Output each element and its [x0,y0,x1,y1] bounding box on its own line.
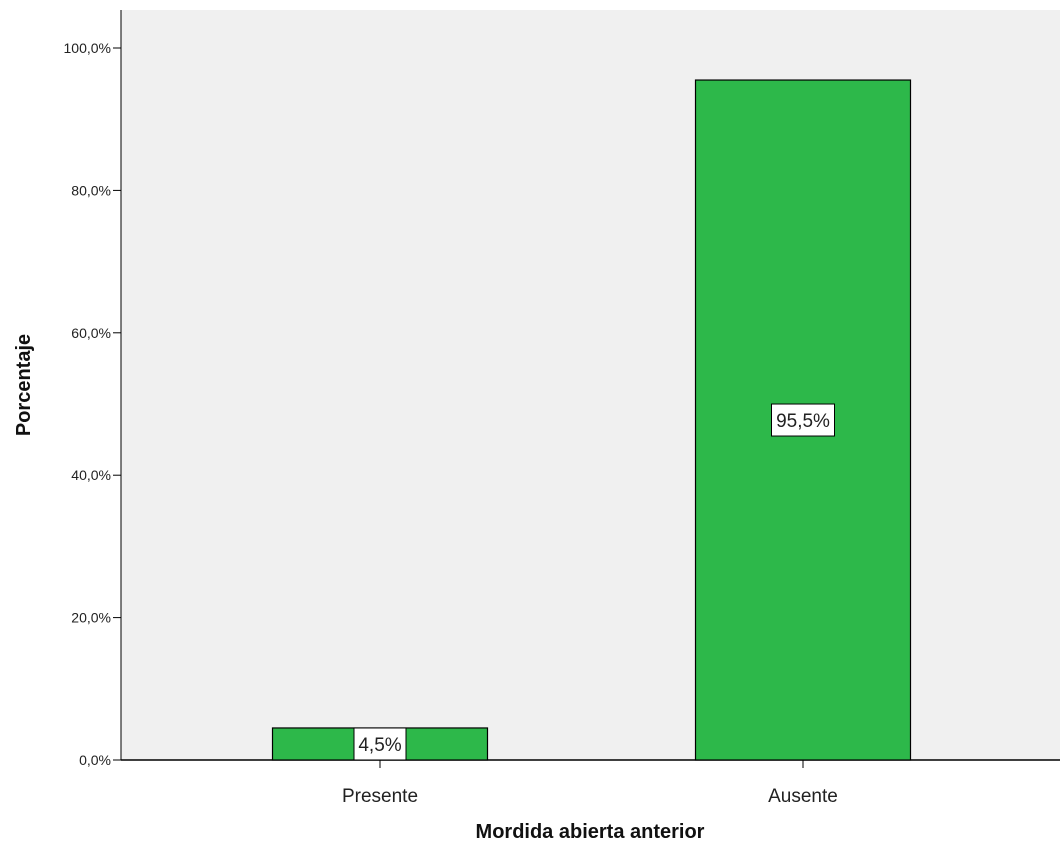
x-tick-label: Ausente [768,786,838,807]
y-tick-label: 40,0% [71,467,111,483]
x-axis-ticks: Presente Ausente [342,760,838,807]
y-tick-label: 0,0% [79,752,111,768]
data-label: 95,5% [771,403,835,437]
data-label-box [353,727,407,761]
y-tick-label: 80,0% [71,182,111,198]
bars: 4,5% 95,5% [271,79,912,761]
data-label-box [771,403,835,437]
data-label: 4,5% [353,727,407,761]
y-tick-label: 20,0% [71,610,111,626]
y-axis-title: Porcentaje [13,334,35,436]
data-label-text: 4,5% [358,735,401,756]
x-axis-title: Mordida abierta anterior [476,821,705,843]
y-tick-label: 60,0% [71,325,111,341]
y-axis-ticks: 0,0% 20,0% 40,0% 60,0% 80,0% 100,0% [64,40,121,768]
plot-area [121,10,1060,760]
data-label-text: 95,5% [776,411,830,432]
x-tick-label: Presente [342,786,418,807]
y-tick-label: 100,0% [64,40,111,56]
